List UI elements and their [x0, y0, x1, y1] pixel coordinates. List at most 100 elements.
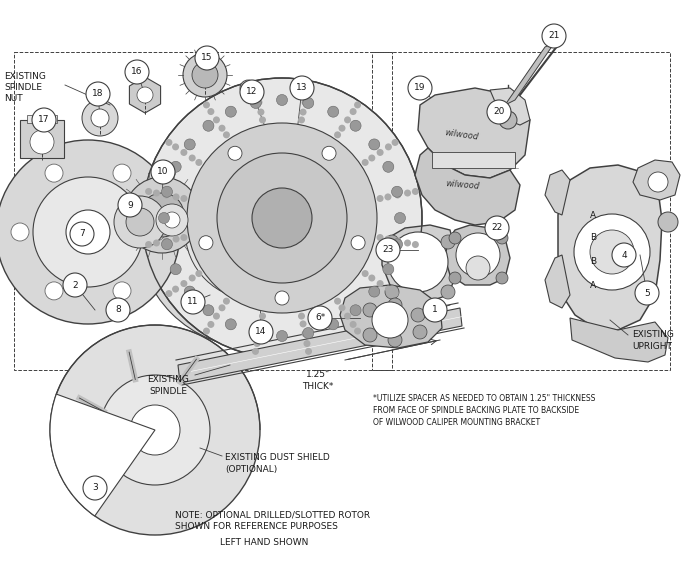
- Circle shape: [354, 102, 361, 108]
- Circle shape: [185, 160, 325, 300]
- Circle shape: [395, 212, 405, 223]
- Circle shape: [368, 274, 375, 281]
- Circle shape: [218, 125, 225, 131]
- Polygon shape: [130, 77, 160, 113]
- Circle shape: [362, 270, 369, 277]
- Circle shape: [298, 313, 305, 320]
- Circle shape: [252, 81, 259, 88]
- Text: 18: 18: [92, 90, 104, 99]
- Circle shape: [404, 239, 411, 246]
- Circle shape: [189, 154, 196, 161]
- Circle shape: [496, 272, 508, 284]
- Circle shape: [203, 120, 214, 131]
- Circle shape: [158, 212, 169, 223]
- Text: 23: 23: [382, 246, 393, 254]
- Circle shape: [50, 325, 260, 535]
- Text: SHOWN FOR REFERENCE PURPOSES: SHOWN FOR REFERENCE PURPOSES: [175, 522, 338, 531]
- Text: 2: 2: [72, 281, 78, 289]
- Circle shape: [385, 285, 399, 299]
- Circle shape: [449, 232, 461, 244]
- Circle shape: [162, 186, 172, 197]
- Circle shape: [137, 112, 373, 348]
- Circle shape: [0, 140, 180, 324]
- Circle shape: [125, 60, 149, 84]
- Polygon shape: [558, 165, 662, 330]
- Circle shape: [383, 161, 394, 172]
- Circle shape: [339, 304, 346, 311]
- Circle shape: [63, 273, 87, 297]
- Circle shape: [485, 216, 509, 240]
- Circle shape: [100, 375, 210, 485]
- Bar: [51, 115, 57, 123]
- Bar: [35, 115, 41, 123]
- Circle shape: [290, 76, 314, 100]
- Circle shape: [195, 46, 219, 70]
- Polygon shape: [432, 152, 515, 168]
- Text: NOTE: OPTIONAL DRILLED/SLOTTED ROTOR: NOTE: OPTIONAL DRILLED/SLOTTED ROTOR: [175, 510, 370, 519]
- Circle shape: [302, 99, 309, 106]
- Circle shape: [33, 177, 143, 287]
- Circle shape: [391, 239, 402, 250]
- Polygon shape: [382, 225, 455, 302]
- Circle shape: [412, 241, 419, 248]
- Text: EXISTING: EXISTING: [632, 330, 674, 339]
- Circle shape: [300, 108, 307, 115]
- Circle shape: [172, 144, 179, 150]
- Circle shape: [412, 188, 419, 195]
- Circle shape: [302, 330, 309, 338]
- Circle shape: [82, 100, 118, 136]
- Circle shape: [172, 286, 179, 293]
- Circle shape: [199, 236, 213, 250]
- Circle shape: [383, 263, 394, 275]
- Text: A: A: [590, 211, 596, 219]
- Circle shape: [126, 208, 154, 236]
- Circle shape: [118, 193, 142, 217]
- Circle shape: [456, 233, 500, 277]
- Polygon shape: [415, 148, 520, 225]
- Circle shape: [225, 319, 237, 330]
- Circle shape: [298, 117, 305, 123]
- Circle shape: [612, 243, 636, 267]
- Text: 11: 11: [188, 297, 199, 307]
- Circle shape: [173, 235, 180, 243]
- Circle shape: [114, 196, 166, 248]
- Text: SPINDLE: SPINDLE: [149, 387, 187, 396]
- Circle shape: [377, 234, 384, 241]
- Circle shape: [334, 298, 341, 305]
- Circle shape: [328, 106, 339, 117]
- Circle shape: [217, 153, 347, 283]
- Text: 10: 10: [158, 168, 169, 176]
- Circle shape: [276, 95, 288, 106]
- Circle shape: [441, 285, 455, 299]
- Circle shape: [305, 348, 312, 355]
- Circle shape: [173, 193, 180, 200]
- Circle shape: [377, 280, 384, 287]
- Circle shape: [304, 89, 311, 96]
- Circle shape: [163, 238, 170, 245]
- Circle shape: [32, 108, 56, 132]
- Circle shape: [256, 99, 262, 106]
- Text: 19: 19: [414, 83, 426, 92]
- Text: 20: 20: [494, 107, 505, 117]
- Polygon shape: [633, 160, 680, 200]
- Circle shape: [228, 146, 242, 160]
- Text: UPRIGHT: UPRIGHT: [632, 342, 672, 351]
- Text: *UTILIZE SPACER AS NEEDED TO OBTAIN 1.25" THICKNESS: *UTILIZE SPACER AS NEEDED TO OBTAIN 1.25…: [373, 394, 596, 403]
- Circle shape: [153, 189, 160, 196]
- Circle shape: [413, 325, 427, 339]
- Circle shape: [252, 348, 259, 355]
- Circle shape: [223, 298, 230, 305]
- Circle shape: [308, 306, 332, 330]
- Text: wilwood: wilwood: [444, 128, 480, 142]
- Circle shape: [349, 108, 356, 115]
- Text: (OPTIONAL): (OPTIONAL): [225, 465, 277, 474]
- Circle shape: [220, 195, 290, 265]
- Text: 8: 8: [115, 305, 121, 315]
- Circle shape: [163, 192, 170, 199]
- Circle shape: [225, 106, 237, 117]
- Polygon shape: [570, 318, 668, 362]
- Text: B: B: [590, 234, 596, 242]
- Circle shape: [369, 286, 380, 297]
- Circle shape: [140, 193, 184, 237]
- Circle shape: [388, 298, 402, 312]
